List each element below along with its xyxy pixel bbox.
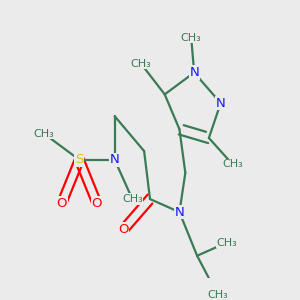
Text: S: S bbox=[75, 153, 83, 166]
Text: O: O bbox=[56, 197, 67, 210]
Text: CH₃: CH₃ bbox=[131, 59, 152, 69]
Text: CH₃: CH₃ bbox=[222, 159, 243, 169]
Text: CH₃: CH₃ bbox=[207, 290, 228, 300]
Text: N: N bbox=[216, 97, 226, 110]
Text: CH₃: CH₃ bbox=[34, 129, 54, 139]
Text: O: O bbox=[118, 223, 129, 236]
Text: CH₃: CH₃ bbox=[122, 194, 143, 204]
Text: N: N bbox=[110, 153, 119, 166]
Text: CH₃: CH₃ bbox=[216, 238, 237, 248]
Text: N: N bbox=[175, 206, 184, 219]
Text: N: N bbox=[189, 66, 199, 79]
Text: CH₃: CH₃ bbox=[181, 33, 202, 43]
Text: O: O bbox=[92, 197, 102, 210]
